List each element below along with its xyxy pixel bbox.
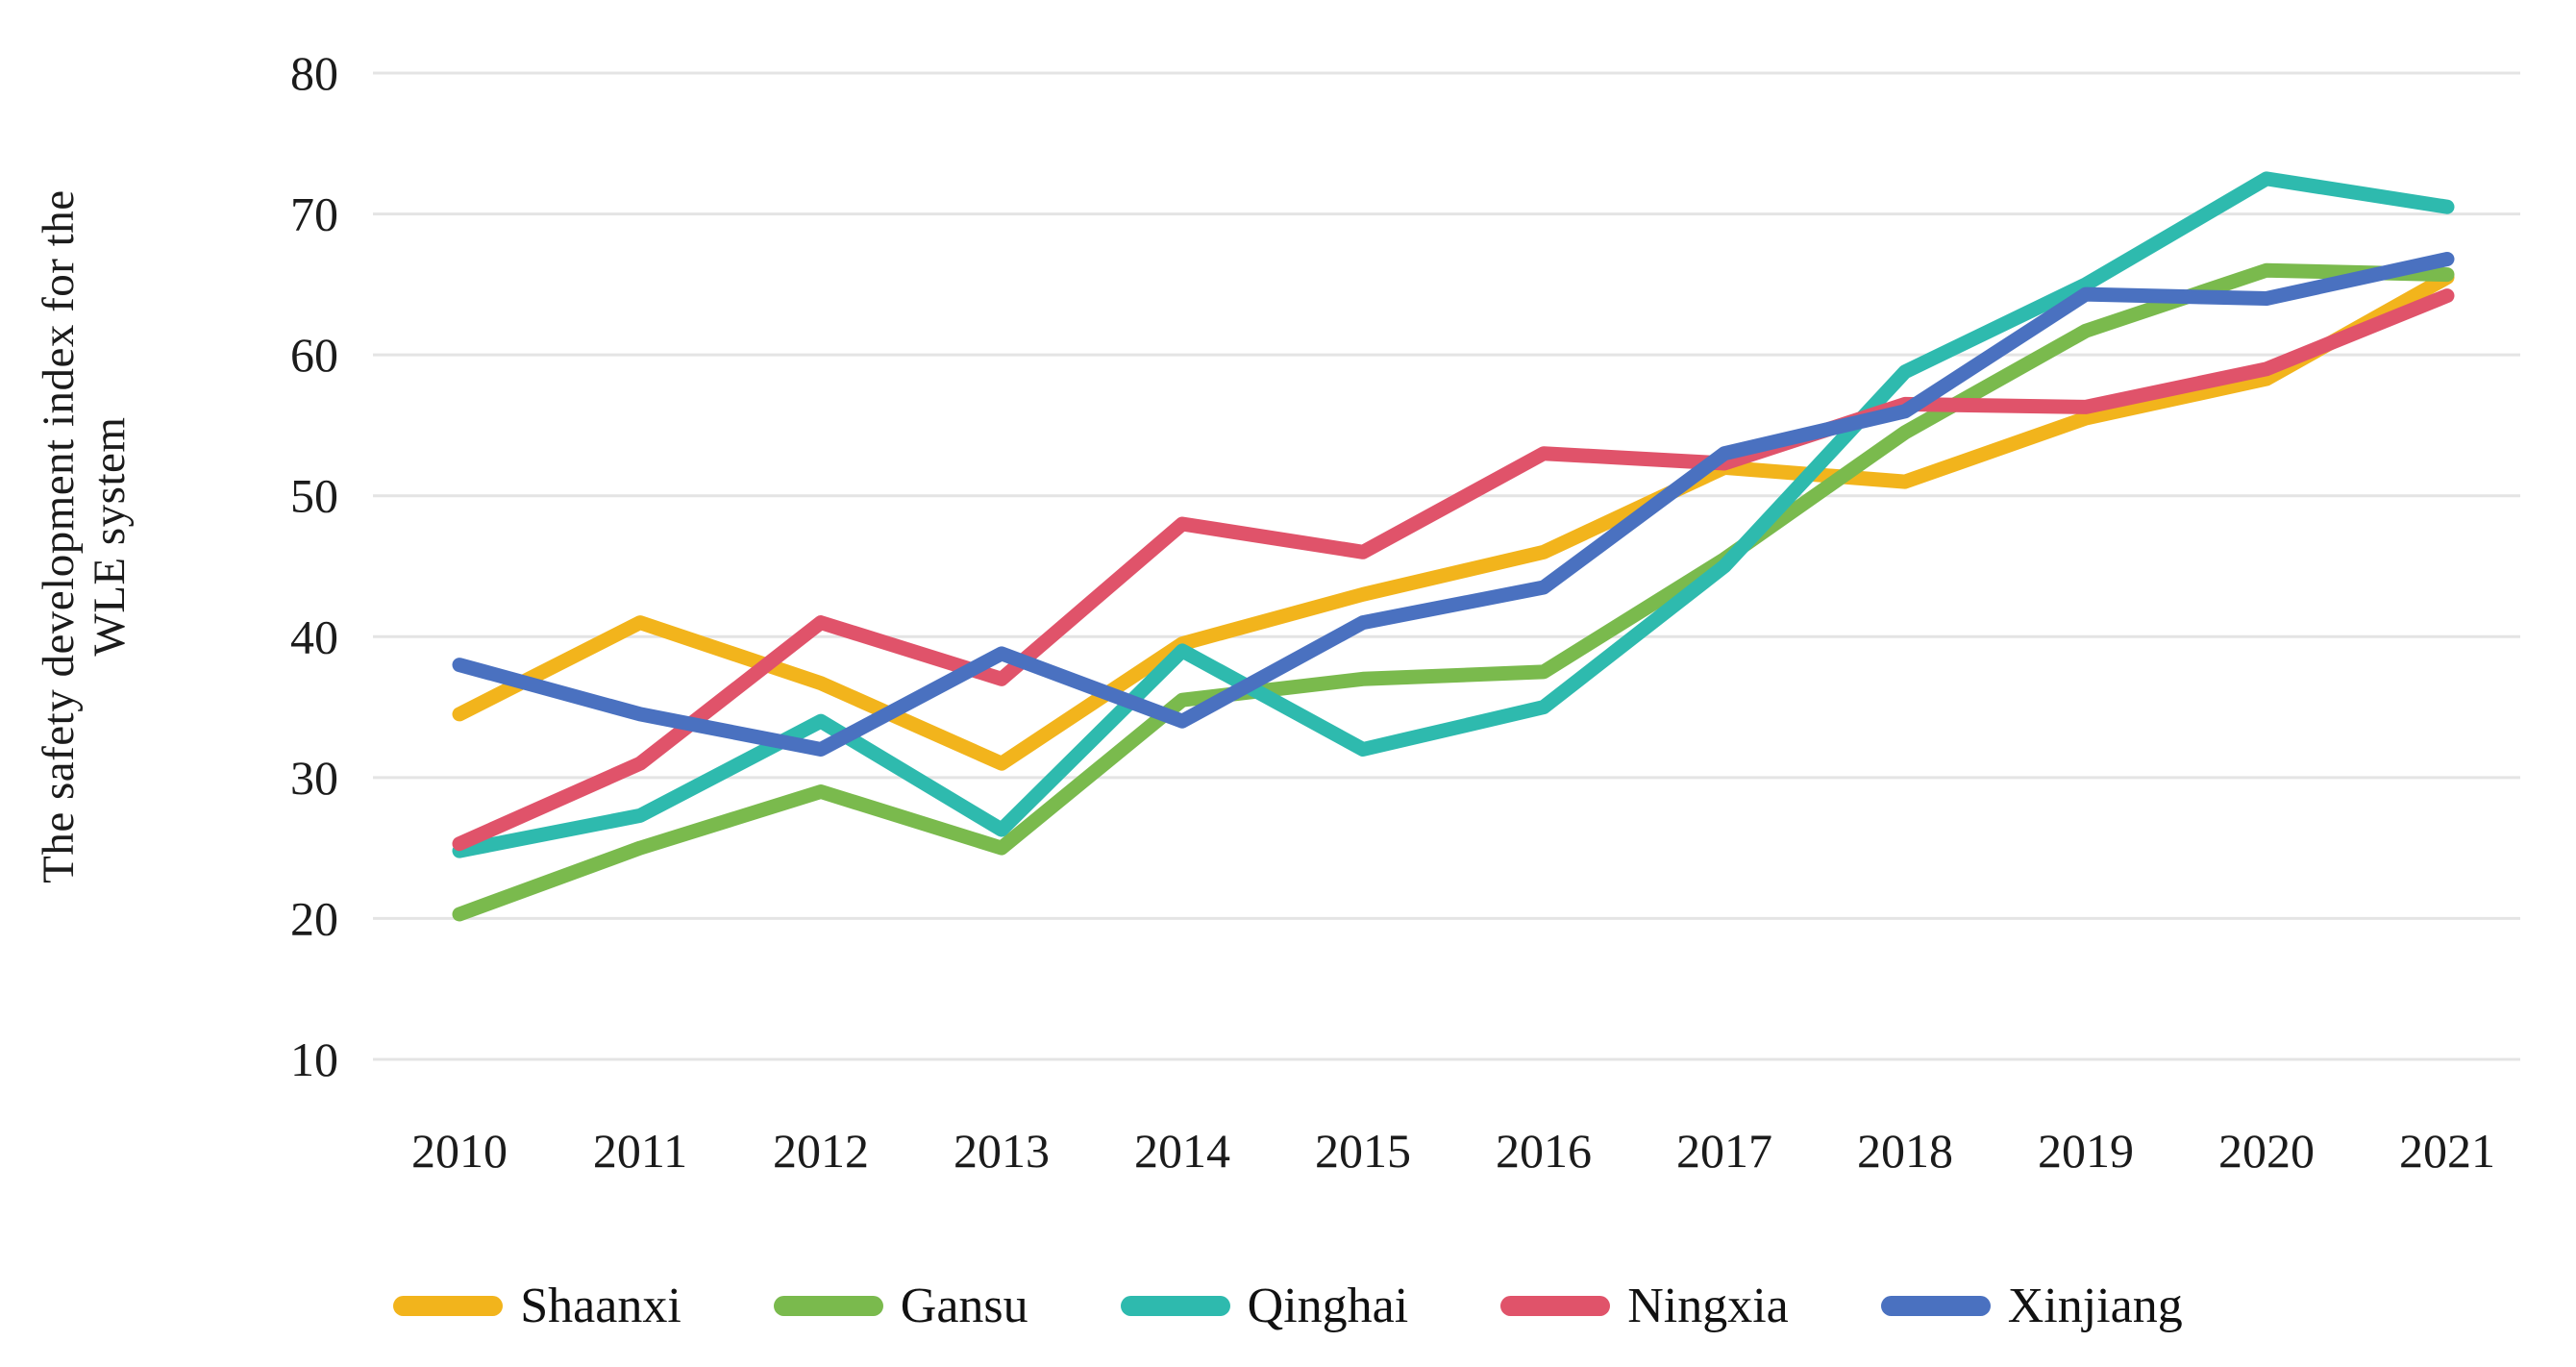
chart-line-shaanxi [452, 270, 2455, 771]
chart-line-qinghai [452, 171, 2455, 858]
legend-swatch-shaanxi [393, 1295, 504, 1316]
legend-item-ningxia: Ningxia [1500, 1278, 1789, 1334]
y-tick-label-60: 60 [290, 328, 338, 382]
x-tick-label-2015: 2015 [1315, 1124, 1411, 1178]
legend-label-ningxia: Ningxia [1627, 1278, 1789, 1333]
chart-legend: Shaanxi Gansu Qinghai Ningxia Xinjiang [0, 1257, 2576, 1354]
legend-label-gansu: Gansu [900, 1278, 1028, 1333]
x-tick-label-2014: 2014 [1134, 1124, 1230, 1178]
x-tick-label-2018: 2018 [1857, 1124, 1953, 1178]
y-tick-label-80: 80 [290, 46, 338, 100]
legend-item-gansu: Gansu [773, 1278, 1028, 1334]
legend-swatch-gansu [773, 1295, 883, 1316]
x-tick-label-2011: 2011 [593, 1124, 687, 1178]
x-tick-label-2010: 2010 [411, 1124, 508, 1178]
y-tick-label-30: 30 [290, 751, 338, 805]
y-tick-label-50: 50 [290, 469, 338, 523]
legend-label-qinghai: Qinghai [1247, 1278, 1409, 1333]
y-tick-label-40: 40 [290, 609, 338, 663]
chart-line-xinjiang [452, 252, 2455, 757]
legend-item-shaanxi: Shaanxi [393, 1278, 681, 1334]
legend-swatch-ningxia [1500, 1295, 1611, 1316]
y-tick-label-20: 20 [290, 891, 338, 945]
x-tick-label-2012: 2012 [773, 1124, 869, 1178]
legend-item-xinjiang: Xinjiang [1880, 1278, 2183, 1334]
y-tick-label-70: 70 [290, 187, 338, 241]
x-tick-label-2013: 2013 [954, 1124, 1050, 1178]
x-tick-label-2016: 2016 [1496, 1124, 1592, 1178]
x-tick-label-2021: 2021 [2399, 1124, 2495, 1178]
y-tick-label-10: 10 [290, 1032, 338, 1086]
legend-swatch-xinjiang [1880, 1295, 1991, 1316]
legend-label-xinjiang: Xinjiang [2007, 1278, 2183, 1333]
x-tick-label-2019: 2019 [2038, 1124, 2134, 1178]
legend-item-qinghai: Qinghai [1120, 1278, 1409, 1334]
x-tick-label-2020: 2020 [2218, 1124, 2315, 1178]
legend-label-shaanxi: Shaanxi [520, 1278, 681, 1333]
chart-line-gansu [452, 262, 2455, 922]
chart-line-ningxia [452, 288, 2455, 852]
legend-swatch-qinghai [1120, 1295, 1230, 1316]
x-tick-label-2017: 2017 [1676, 1124, 1772, 1178]
